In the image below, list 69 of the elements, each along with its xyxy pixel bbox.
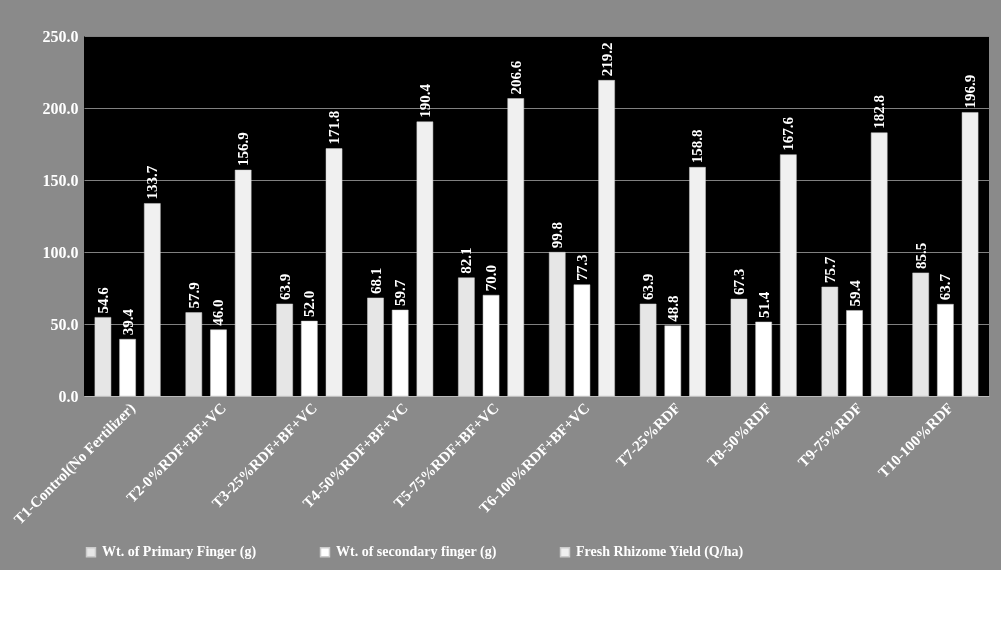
data-label: 190.4 <box>416 83 433 118</box>
bar <box>780 154 797 397</box>
data-label: 52.0 <box>301 290 318 318</box>
bar <box>961 112 979 397</box>
bar <box>912 272 929 397</box>
data-label: 82.1 <box>458 247 475 274</box>
bar <box>416 121 434 397</box>
data-label: 75.7 <box>821 256 838 283</box>
bar <box>210 329 227 397</box>
bar <box>846 310 863 397</box>
bar <box>639 303 657 397</box>
data-label: 85.5 <box>912 242 929 269</box>
data-label: 99.8 <box>549 222 566 249</box>
data-label: 63.9 <box>276 273 293 300</box>
bar <box>507 98 525 397</box>
data-label: 46.0 <box>210 299 227 326</box>
legend-label: Wt. of secondary finger (g) <box>336 544 497 561</box>
data-label: 171.8 <box>326 110 343 145</box>
data-label: 59.4 <box>846 279 863 307</box>
bar <box>937 304 954 397</box>
y-tick-label: 50.0 <box>50 315 79 333</box>
bar <box>94 317 112 397</box>
bar <box>870 132 888 397</box>
y-tick-label: 100.0 <box>42 243 79 261</box>
data-label: 206.6 <box>507 60 524 95</box>
bar <box>391 309 409 397</box>
bar <box>482 294 500 397</box>
bar <box>325 148 343 397</box>
data-label: 70.0 <box>483 264 500 292</box>
bar <box>598 80 615 397</box>
data-label: 57.9 <box>185 282 202 309</box>
bar <box>276 303 293 397</box>
bar <box>755 321 772 397</box>
data-label: 167.6 <box>780 116 797 151</box>
bar <box>821 286 839 397</box>
y-tick-label: 200.0 <box>42 99 79 117</box>
data-label: 182.8 <box>871 95 888 129</box>
bar <box>144 203 161 397</box>
bar <box>664 325 682 397</box>
bar <box>367 297 384 397</box>
data-label: 63.7 <box>937 273 954 301</box>
y-tick-label: 0.0 <box>58 387 79 405</box>
data-label: 51.4 <box>755 291 772 318</box>
bar <box>573 284 591 397</box>
bar <box>458 277 475 397</box>
legend-label: Wt. of Primary Finger (g) <box>102 544 257 561</box>
data-label: 68.1 <box>367 267 384 294</box>
data-label: 156.9 <box>235 132 252 167</box>
data-label: 48.8 <box>664 295 681 322</box>
data-label: 77.3 <box>573 254 590 281</box>
y-tick-label: 150.0 <box>42 171 79 189</box>
data-label: 59.7 <box>392 279 409 307</box>
data-label: 219.2 <box>598 42 615 77</box>
data-label: 196.9 <box>962 74 979 109</box>
data-label: 67.3 <box>730 268 747 296</box>
bar <box>689 167 706 397</box>
bar <box>234 169 252 397</box>
y-tick-label: 250.0 <box>42 27 79 45</box>
legend-label: Fresh Rhizome Yield (Q/ha) <box>576 544 744 561</box>
bar <box>548 252 566 397</box>
bar <box>185 312 203 397</box>
data-label: 39.4 <box>119 308 136 336</box>
data-label: 158.8 <box>689 129 706 164</box>
bar <box>301 320 318 397</box>
data-label: 63.9 <box>640 273 657 300</box>
bar <box>119 339 136 397</box>
data-label: 54.6 <box>94 286 111 314</box>
bar <box>730 298 748 397</box>
data-label: 133.7 <box>144 165 161 200</box>
